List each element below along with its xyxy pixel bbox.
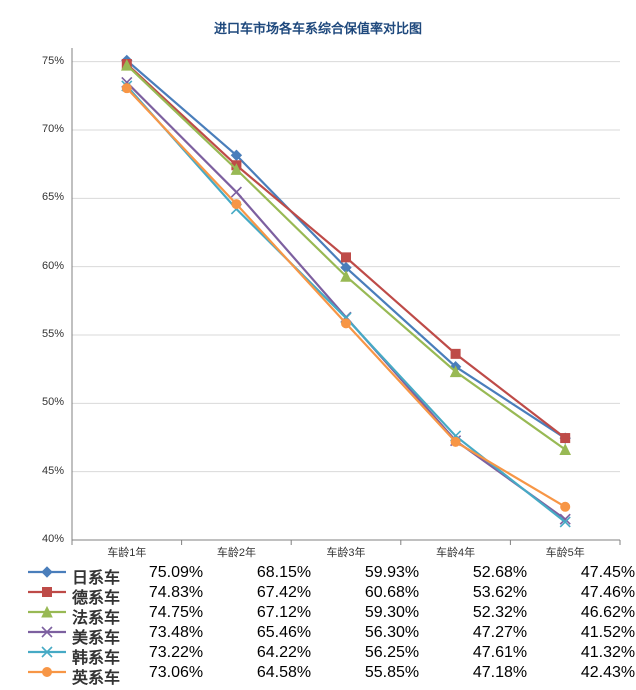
legend-value: 47.46% xyxy=(554,584,636,602)
legend-row: 韩系车73.22%64.22%56.25%47.61%41.32% xyxy=(28,642,628,662)
legend-value: 73.22% xyxy=(122,644,230,662)
x-category-label: 车龄2年 xyxy=(182,544,292,560)
legend-value: 47.18% xyxy=(446,664,554,682)
x-category-label: 车龄5年 xyxy=(510,544,620,560)
legend-row: 法系车74.75%67.12%59.30%52.32%46.62% xyxy=(28,602,628,622)
legend-value: 46.62% xyxy=(554,604,636,622)
y-tick-label: 45% xyxy=(28,465,64,477)
legend-swatch xyxy=(28,665,66,679)
legend-value: 64.22% xyxy=(230,644,338,662)
legend-value: 47.27% xyxy=(446,624,554,642)
legend-value: 74.83% xyxy=(122,584,230,602)
y-tick-label: 70% xyxy=(28,123,64,135)
legend-row: 日系车75.09%68.15%59.93%52.68%47.45% xyxy=(28,562,628,582)
y-tick-label: 50% xyxy=(28,396,64,408)
legend-value: 52.68% xyxy=(446,564,554,582)
legend-swatch xyxy=(28,645,66,659)
legend-value: 67.12% xyxy=(230,604,338,622)
legend-row: 德系车74.83%67.42%60.68%53.62%47.46% xyxy=(28,582,628,602)
legend-value: 47.61% xyxy=(446,644,554,662)
legend-value: 41.32% xyxy=(554,644,636,662)
legend-swatch xyxy=(28,625,66,639)
legend-swatch xyxy=(28,585,66,599)
legend-value: 75.09% xyxy=(122,564,230,582)
legend-value: 53.62% xyxy=(446,584,554,602)
y-tick-label: 75% xyxy=(28,55,64,67)
legend-value: 74.75% xyxy=(122,604,230,622)
legend-value: 67.42% xyxy=(230,584,338,602)
legend-value: 65.46% xyxy=(230,624,338,642)
legend-value: 56.25% xyxy=(338,644,446,662)
legend-value: 68.15% xyxy=(230,564,338,582)
legend-value: 73.06% xyxy=(122,664,230,682)
y-tick-label: 60% xyxy=(28,260,64,272)
series-英系车 xyxy=(122,84,569,512)
legend-row: 美系车73.48%65.46%56.30%47.27%41.52% xyxy=(28,622,628,642)
legend-series-name: 英系车 xyxy=(72,664,122,688)
y-tick-label: 40% xyxy=(28,533,64,545)
legend-value: 55.85% xyxy=(338,664,446,682)
chart-container: 进口车市场各车系综合保值率对比图 40%45%50%55%60%65%70%75… xyxy=(0,0,636,690)
legend-value: 42.43% xyxy=(554,664,636,682)
legend-row: 英系车73.06%64.58%55.85%47.18%42.43% xyxy=(28,662,628,682)
legend-value: 64.58% xyxy=(230,664,338,682)
legend-value: 52.32% xyxy=(446,604,554,622)
y-tick-label: 55% xyxy=(28,328,64,340)
legend-value: 59.30% xyxy=(338,604,446,622)
legend-value: 73.48% xyxy=(122,624,230,642)
legend-value: 60.68% xyxy=(338,584,446,602)
legend-swatch xyxy=(28,565,66,579)
series-韩系车 xyxy=(122,81,570,527)
series-美系车 xyxy=(122,77,570,524)
legend-value: 47.45% xyxy=(554,564,636,582)
legend-value: 56.30% xyxy=(338,624,446,642)
legend-value: 41.52% xyxy=(554,624,636,642)
x-category-label: 车龄4年 xyxy=(401,544,511,560)
x-category-label: 车龄3年 xyxy=(291,544,401,560)
x-category-label: 车龄1年 xyxy=(72,544,182,560)
legend-swatch xyxy=(28,605,66,619)
series-德系车 xyxy=(122,59,569,442)
y-tick-label: 65% xyxy=(28,191,64,203)
series-日系车 xyxy=(122,55,570,443)
legend-value: 59.93% xyxy=(338,564,446,582)
